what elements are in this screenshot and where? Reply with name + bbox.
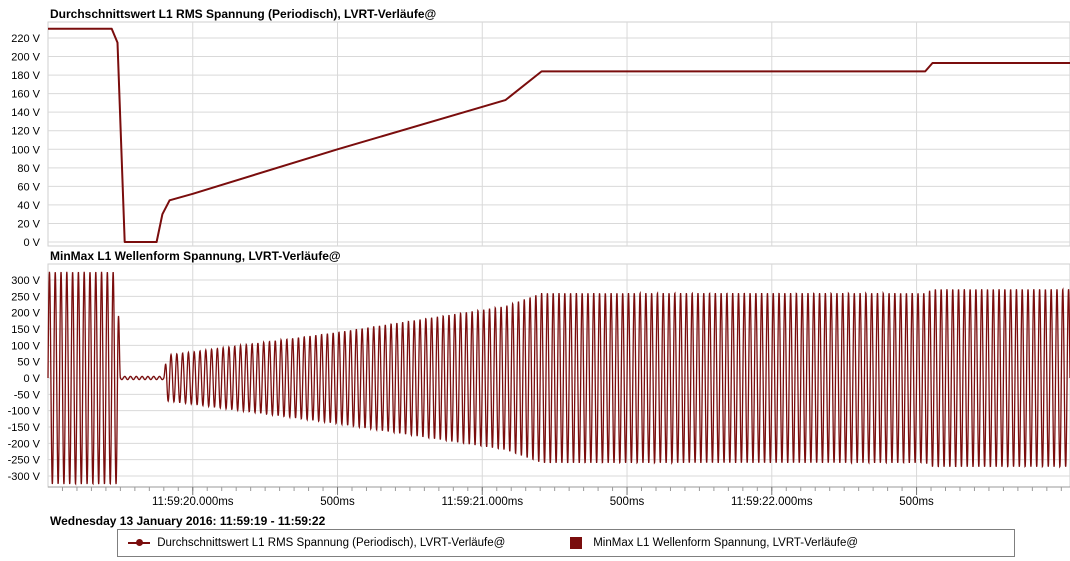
rms-y-tick-label: 20 V [17,218,40,230]
waveform-y-tick-label: 200 V [11,308,40,320]
rms-y-tick-label: 60 V [17,181,40,193]
waveform-y-tick-label: -250 V [8,455,41,467]
chart-title-rms: Durchschnittswert L1 RMS Spannung (Perio… [50,7,437,21]
rms-y-tick-label: 220 V [11,33,40,45]
rms-y-tick-label: 140 V [11,107,40,119]
x-tick-label: 11:59:22.000ms [731,496,813,508]
waveform-y-tick-label: -100 V [8,406,41,418]
rms-y-tick-label: 180 V [11,70,40,82]
rms-y-tick-label: 0 V [23,237,40,249]
chart-title-waveform: MinMax L1 Wellenform Spannung, LVRT-Verl… [50,249,341,263]
rms-series-line[interactable] [48,27,1070,243]
time-axis: 11:59:20.000ms 500ms 11:59:21.000ms 500ms 11… [48,486,1070,508]
title-redaction [466,5,538,22]
waveform-y-tick-label: -150 V [8,422,41,434]
rms-plot-area [47,21,1070,247]
charts-area[interactable]: 0 V 20 V 40 V 60 V 80 V 100 V 120 V 140 V 160 V 1… [0,0,1070,510]
rms-y-tick-label: 160 V [11,89,40,101]
legend-item-rms[interactable]: Durchschnittswert L1 RMS Spannung (Perio… [128,537,505,549]
waveform-y-tick-label: -200 V [8,438,41,450]
waveform-y-tick-label: -50 V [14,389,41,401]
rms-y-tick-label: 120 V [11,126,40,138]
x-tick-label: 11:59:21.000ms [441,496,523,508]
waveform-series-line[interactable] [47,271,1070,487]
legend-label-waveform: MinMax L1 Wellenform Spannung, LVRT-Verl… [593,537,859,550]
x-tick-label: 500ms [899,496,934,508]
waveform-y-tick-label: 250 V [11,291,40,303]
rms-chart-panel[interactable]: 0 V 20 V 40 V 60 V 80 V 100 V 120 V 140 V 160 V 1… [11,21,1070,249]
waveform-y-tick-label: 300 V [11,275,40,287]
waveform-y-tick-label: 100 V [11,340,40,352]
legend-item-waveform[interactable]: MinMax L1 Wellenform Spannung, LVRT-Verl… [570,537,858,549]
x-tick-label: 11:59:20.000ms [152,496,234,508]
rms-y-tick-label: 200 V [11,52,40,64]
waveform-y-tick-label: 150 V [11,324,40,336]
box-marker-icon [570,537,582,549]
waveform-chart-panel[interactable]: -300 V -250 V -200 V -150 V -100 V -50 V 0 V 50… [8,263,1070,488]
legend: Durchschnittswert L1 RMS Spannung (Perio… [117,529,1015,557]
legend-label-rms: Durchschnittswert L1 RMS Spannung (Perio… [157,537,506,549]
waveform-y-tick-label: 50 V [17,357,40,369]
date-range-label: Wednesday 13 January 2016: 11:59:19 - 11… [50,514,326,528]
rms-y-tick-label: 80 V [17,163,40,175]
rms-y-tick-label: 40 V [17,200,40,212]
rms-y-tick-label: 100 V [11,144,40,156]
line-marker-icon [128,538,150,548]
waveform-y-tick-label: 0 V [23,373,40,385]
x-tick-label: 500ms [320,496,355,508]
x-tick-label: 500ms [610,496,645,508]
waveform-y-tick-label: -300 V [8,471,41,483]
